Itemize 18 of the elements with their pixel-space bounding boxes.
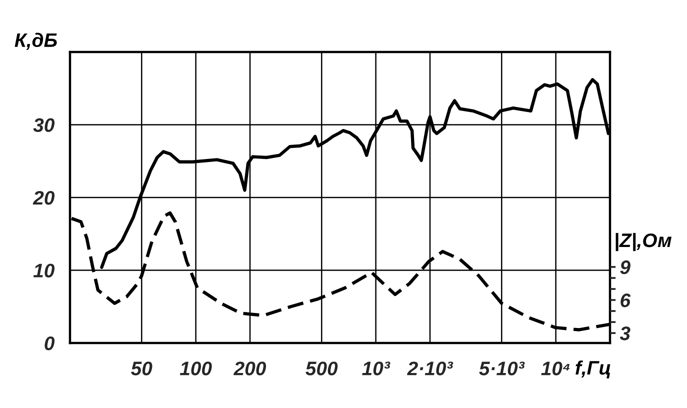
x-tick-label: 2·10³ — [407, 362, 454, 376]
x-tick-label: 500 — [306, 362, 338, 376]
x-tick-label: 10⁴ — [541, 362, 570, 376]
x-tick-label: 50 — [131, 362, 152, 376]
y2-tick-label: 6 — [620, 293, 631, 308]
y2-tick-label: 9 — [620, 260, 630, 274]
x-tick-label: 200 — [233, 362, 266, 376]
x-tick-label: 100 — [180, 362, 212, 376]
y-tick-label: 0 — [44, 336, 55, 350]
y2-axis-title: |Z|,Ом — [616, 232, 672, 252]
y-tick-label: 20 — [32, 190, 55, 205]
y-axis-title: К,дБ — [14, 32, 57, 50]
x-tick-label: 10³ — [362, 362, 390, 376]
x-axis-title: f,Гц — [576, 360, 610, 378]
y-tick-label: 30 — [33, 118, 55, 132]
y-tick-label: 10 — [33, 264, 55, 278]
x-tick-label: 5·10³ — [479, 362, 525, 376]
y2-tick-label: 3 — [620, 326, 630, 340]
